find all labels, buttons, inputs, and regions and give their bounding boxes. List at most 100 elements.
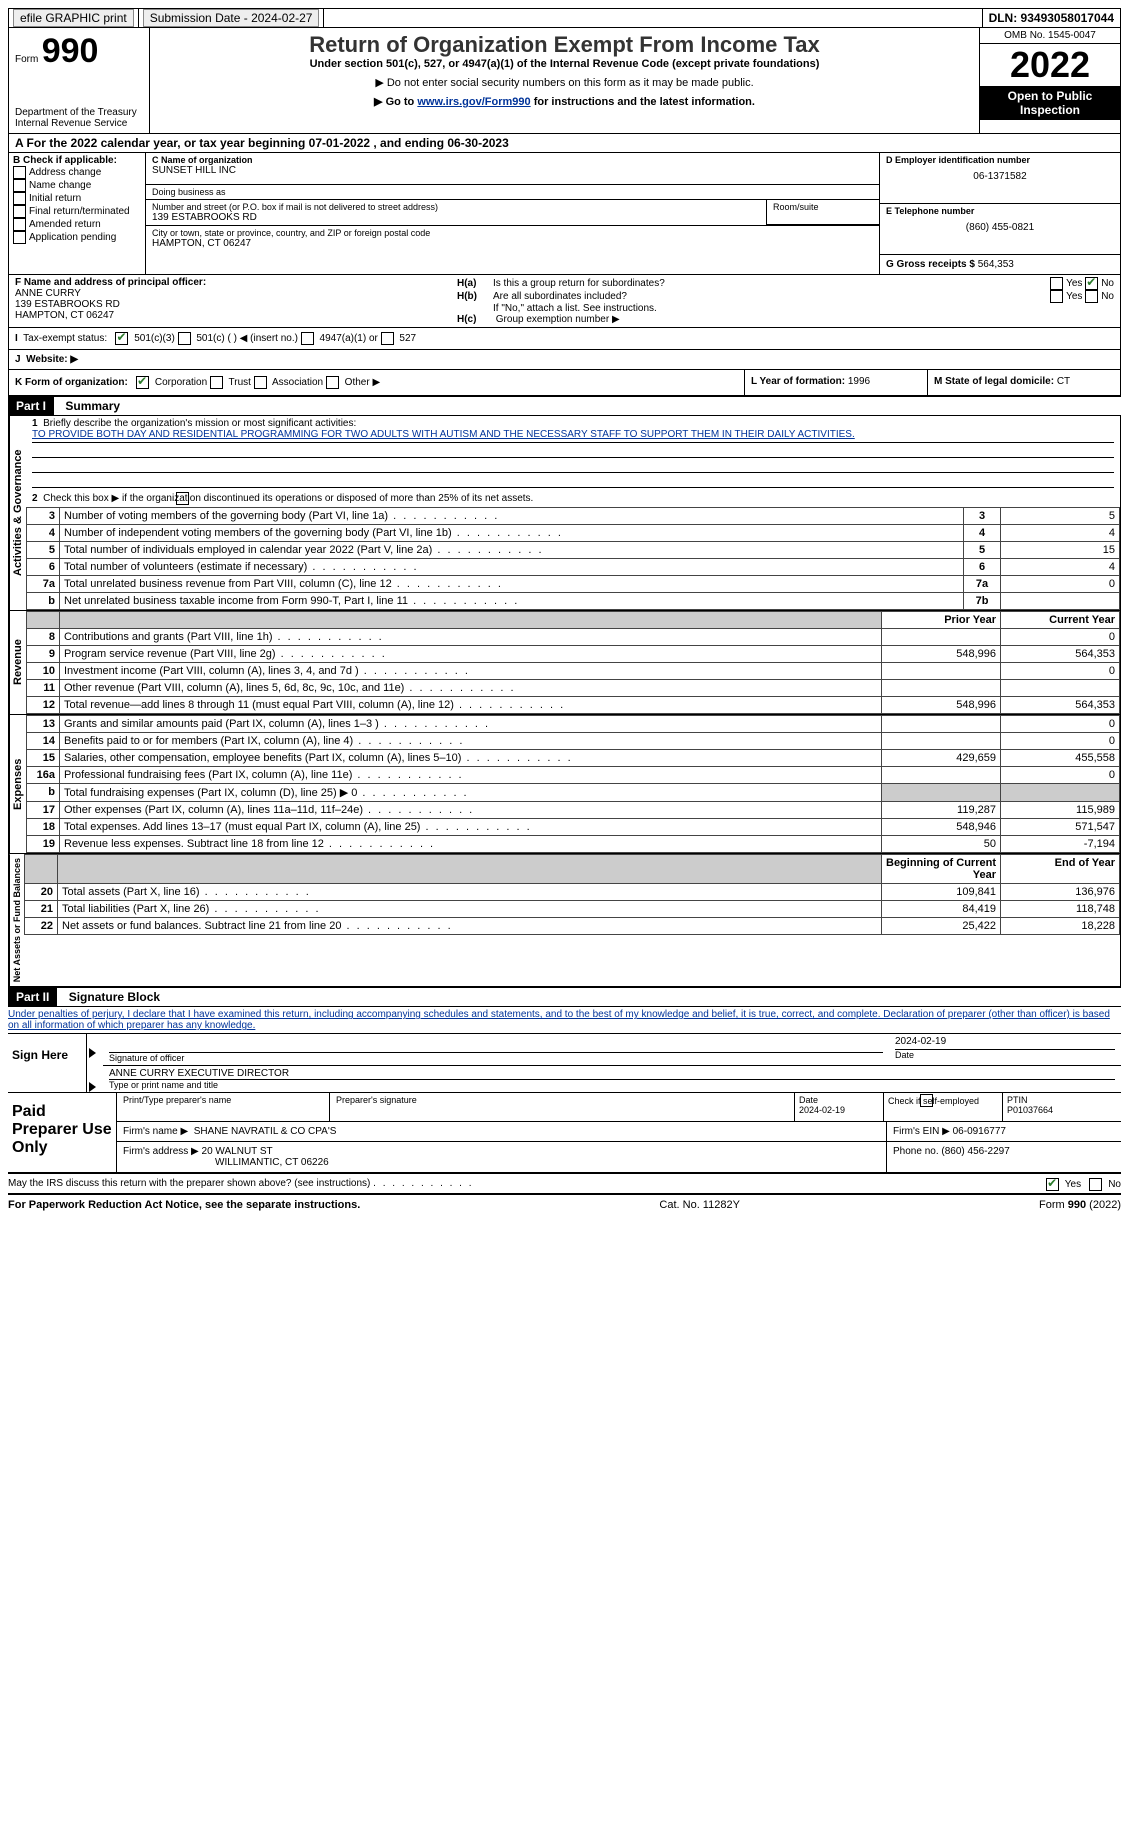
tax-status-checkbox[interactable]	[301, 332, 314, 345]
dln-label: DLN: 93493058017044	[982, 9, 1120, 28]
no-label: No	[1108, 1179, 1121, 1190]
org-form-option: Other ▶	[342, 377, 380, 388]
discuss-no-checkbox[interactable]	[1089, 1178, 1102, 1191]
summary-row: 7aTotal unrelated business revenue from …	[27, 576, 1120, 593]
formation-year: 1996	[848, 376, 870, 387]
section-l-label: L Year of formation:	[751, 376, 845, 387]
sign-here-label: Sign Here	[8, 1034, 86, 1092]
section-b-item: Final return/terminated	[29, 206, 130, 217]
prep-sig-label: Preparer's signature	[336, 1095, 788, 1105]
gross-value: 564,353	[978, 259, 1014, 270]
hc-label: H(c)	[457, 314, 493, 325]
form-number: 990	[42, 32, 99, 70]
submission-date-button[interactable]: Submission Date - 2024-02-27	[143, 9, 320, 27]
no-label: No	[1101, 291, 1114, 302]
perjury-link[interactable]: Under penalties of perjury, I declare th…	[8, 1009, 1110, 1031]
section-m-label: M State of legal domicile:	[934, 376, 1054, 387]
summary-row: 21Total liabilities (Part X, line 26)84,…	[25, 901, 1120, 918]
officer-signature-line	[109, 1036, 883, 1053]
officer-label: Type or print name and title	[109, 1080, 1115, 1090]
submission-date-cell: Submission Date - 2024-02-27	[138, 9, 324, 28]
omb-number: OMB No. 1545-0047	[980, 28, 1120, 44]
firm-name: SHANE NAVRATIL & CO CPA'S	[194, 1126, 337, 1137]
summary-row: 14Benefits paid to or for members (Part …	[27, 733, 1120, 750]
footer-right: Form 990 (2022)	[1039, 1199, 1121, 1211]
section-b-checkbox[interactable]	[13, 205, 26, 218]
phone-value: (860) 455-0821	[886, 222, 1114, 233]
room-label: Room/suite	[773, 202, 873, 212]
irs-link[interactable]: www.irs.gov/Form990	[417, 96, 530, 108]
footer-mid: Cat. No. 11282Y	[659, 1199, 740, 1211]
section-b-checkbox[interactable]	[13, 192, 26, 205]
org-form-option: Trust	[226, 377, 254, 388]
dept-treasury: Department of the Treasury	[15, 107, 143, 118]
ein-value: 06-1371582	[886, 171, 1114, 182]
tax-year: 2022	[980, 44, 1120, 86]
hb-note: If "No," attach a list. See instructions…	[457, 303, 1114, 314]
org-form-checkbox[interactable]	[254, 376, 267, 389]
discuss-yes-checkbox[interactable]	[1046, 1178, 1059, 1191]
yes-label: Yes	[1066, 291, 1082, 302]
vlabel-rev: Revenue	[9, 611, 26, 714]
hb-yes-checkbox[interactable]	[1050, 290, 1063, 303]
yes-label: Yes	[1065, 1179, 1081, 1190]
section-b-label: B Check if applicable:	[13, 155, 141, 166]
ptin-label: PTIN	[1007, 1095, 1028, 1105]
ha-no-checkbox[interactable]	[1085, 277, 1098, 290]
section-b-item: Application pending	[29, 232, 116, 243]
summary-row: 16aProfessional fundraising fees (Part I…	[27, 767, 1120, 784]
officer-addr2: HAMPTON, CT 06247	[15, 310, 445, 321]
tax-status-checkbox[interactable]	[115, 332, 128, 345]
mission-text[interactable]: TO PROVIDE BOTH DAY AND RESIDENTIAL PROG…	[32, 429, 855, 440]
section-b-checkbox[interactable]	[13, 166, 26, 179]
firm-phone-label: Phone no.	[893, 1146, 939, 1157]
firm-addr1: 20 WALNUT ST	[202, 1146, 273, 1157]
arrow-icon	[89, 1048, 96, 1058]
form-note1: ▶ Do not enter social security numbers o…	[156, 76, 973, 89]
officer-addr1: 139 ESTABROOKS RD	[15, 299, 445, 310]
summary-row: 3Number of voting members of the governi…	[27, 508, 1120, 525]
org-form-checkbox[interactable]	[210, 376, 223, 389]
summary-row: bNet unrelated business taxable income f…	[27, 593, 1120, 610]
section-b-checkbox[interactable]	[13, 179, 26, 192]
perjury-text: Under penalties of perjury, I declare th…	[8, 1007, 1121, 1033]
tax-status-option: 501(c)(3)	[131, 333, 177, 344]
q2-checkbox[interactable]	[176, 492, 189, 505]
officer-printed-name: ANNE CURRY EXECUTIVE DIRECTOR	[109, 1068, 1115, 1080]
summary-row: 5Total number of individuals employed in…	[27, 542, 1120, 559]
sig-date: 2024-02-19	[895, 1036, 1115, 1047]
hc-text: Group exemption number ▶	[496, 314, 620, 325]
hb-no-checkbox[interactable]	[1085, 290, 1098, 303]
ha-text: Is this a group return for subordinates?	[493, 278, 1050, 289]
section-b-item: Initial return	[29, 193, 81, 204]
domicile-state: CT	[1057, 376, 1070, 387]
org-form-checkbox[interactable]	[136, 376, 149, 389]
efile-button[interactable]: efile GRAPHIC print	[13, 9, 134, 27]
gross-label: G Gross receipts $	[886, 259, 975, 270]
vlabel-net: Net Assets or Fund Balances	[9, 854, 24, 986]
ha-yes-checkbox[interactable]	[1050, 277, 1063, 290]
tax-status-option: 501(c) ( ) ◀ (insert no.)	[194, 333, 301, 344]
open-to-public: Open to Public Inspection	[980, 86, 1120, 120]
ha-label: H(a)	[457, 278, 493, 289]
org-form-checkbox[interactable]	[326, 376, 339, 389]
section-b-checkbox[interactable]	[13, 218, 26, 231]
prep-name-label: Print/Type preparer's name	[123, 1095, 323, 1105]
paid-preparer-label: Paid Preparer Use Only	[8, 1093, 116, 1172]
org-name: SUNSET HILL INC	[152, 165, 873, 176]
summary-row: 20Total assets (Part X, line 16)109,8411…	[25, 884, 1120, 901]
summary-row: 4Number of independent voting members of…	[27, 525, 1120, 542]
summary-row: 17Other expenses (Part IX, column (A), l…	[27, 802, 1120, 819]
discuss-text: May the IRS discuss this return with the…	[8, 1178, 370, 1189]
firm-phone: (860) 456-2297	[941, 1146, 1009, 1157]
tax-status-checkbox[interactable]	[381, 332, 394, 345]
firm-addr2: WILLIMANTIC, CT 06226	[123, 1157, 329, 1168]
tax-status-checkbox[interactable]	[178, 332, 191, 345]
section-b-checkbox[interactable]	[13, 231, 26, 244]
section-i-label: I	[15, 333, 18, 344]
hb-text: Are all subordinates included?	[493, 291, 1050, 302]
prep-date-label: Date	[799, 1095, 818, 1105]
period-line: A For the 2022 calendar year, or tax yea…	[8, 134, 1121, 153]
summary-row: 10Investment income (Part VIII, column (…	[27, 663, 1120, 680]
self-employed-checkbox[interactable]	[920, 1094, 933, 1107]
